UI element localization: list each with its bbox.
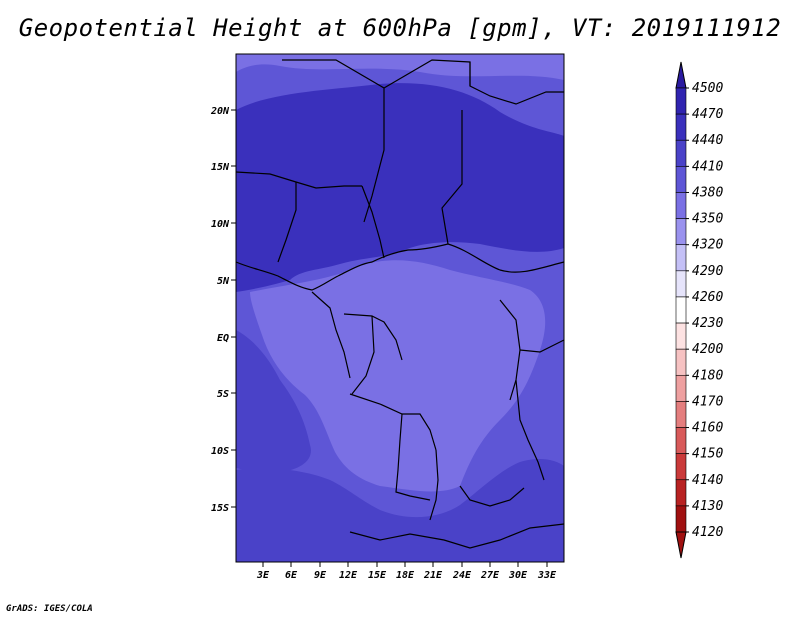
colorbar-label: 4170 xyxy=(692,394,723,409)
colorbar-upper-arrow xyxy=(675,61,687,89)
lat-label: 10S xyxy=(211,446,229,457)
colorbar-label: 4350 xyxy=(692,212,723,227)
lon-label: 3E xyxy=(256,570,270,581)
colorbar-segment xyxy=(675,192,687,219)
lon-label: 18E xyxy=(396,570,415,581)
colorbar-segment xyxy=(675,401,687,428)
colorbar-segment xyxy=(675,322,687,350)
colorbar-label: 4380 xyxy=(692,185,723,200)
colorbar-label: 4180 xyxy=(692,368,723,383)
lat-label: EQ xyxy=(217,333,229,344)
colorbar-label: 4410 xyxy=(692,159,723,174)
map-panel xyxy=(236,54,564,562)
colorbar-label: 4290 xyxy=(692,264,723,279)
colorbar-segment xyxy=(675,453,687,481)
colorbar-label: 4130 xyxy=(692,499,723,514)
colorbar-label: 4500 xyxy=(692,81,723,96)
colorbar-segment xyxy=(675,479,687,507)
lon-label: 9E xyxy=(314,570,327,581)
colorbar-segment xyxy=(675,87,687,115)
colorbar-segment xyxy=(675,139,687,167)
colorbar-segment xyxy=(675,505,687,533)
colorbar-segment xyxy=(675,218,687,246)
colorbar-label: 4320 xyxy=(692,238,723,253)
colorbar-label: 4440 xyxy=(692,133,723,148)
lat-label: 20N xyxy=(210,106,230,117)
longitude-axis: 3E 6E 9E 12E 15E 18E 21E 24E 27E 30E 33E xyxy=(256,562,557,581)
colorbar-label: 4120 xyxy=(692,525,723,540)
colorbar-label: 4230 xyxy=(692,316,723,331)
lon-label: 33E xyxy=(537,570,557,581)
colorbar-segment xyxy=(675,113,687,141)
lon-label: 27E xyxy=(480,570,500,581)
lat-label: 10N xyxy=(211,219,230,230)
map-frame xyxy=(235,53,565,563)
lat-label: 5N xyxy=(217,276,230,287)
colorbar-label: 4200 xyxy=(692,342,723,357)
footer-credit: GrADS: IGES/COLA xyxy=(6,604,93,614)
colorbar-segment xyxy=(675,270,687,298)
lon-label: 12E xyxy=(339,570,358,581)
colorbar-label: 4140 xyxy=(692,473,723,488)
colorbar-segment xyxy=(675,244,687,272)
colorbar: 4500 4470 4440 4410 4380 4350 4320 4290 4260 4230… xyxy=(675,61,723,559)
latitude-axis: 20N 15N 10N 5N EQ 5S 10S 15S xyxy=(210,106,236,514)
map-title: Geopotential Height at 600hPa [gpm], VT:… xyxy=(18,14,782,42)
colorbar-label: 4470 xyxy=(692,107,723,122)
lat-label: 5S xyxy=(217,389,229,400)
colorbar-lower-arrow xyxy=(675,531,687,559)
country-borders xyxy=(235,59,565,549)
colorbar-segment xyxy=(675,166,687,193)
colorbar-segment xyxy=(675,348,687,376)
colorbar-segment xyxy=(675,374,687,402)
lat-label: 15S xyxy=(211,503,229,514)
colorbar-label: 4160 xyxy=(692,421,723,436)
colorbar-label: 4260 xyxy=(692,290,723,305)
colorbar-label: 4150 xyxy=(692,447,723,462)
lon-label: 21E xyxy=(423,570,443,581)
lat-label: 15N xyxy=(211,162,230,173)
colorbar-segment xyxy=(675,427,687,454)
lon-label: 30E xyxy=(508,570,528,581)
lon-label: 24E xyxy=(452,570,472,581)
lon-label: 15E xyxy=(368,570,387,581)
colorbar-segment xyxy=(675,296,687,324)
lon-label: 6E xyxy=(285,570,298,581)
